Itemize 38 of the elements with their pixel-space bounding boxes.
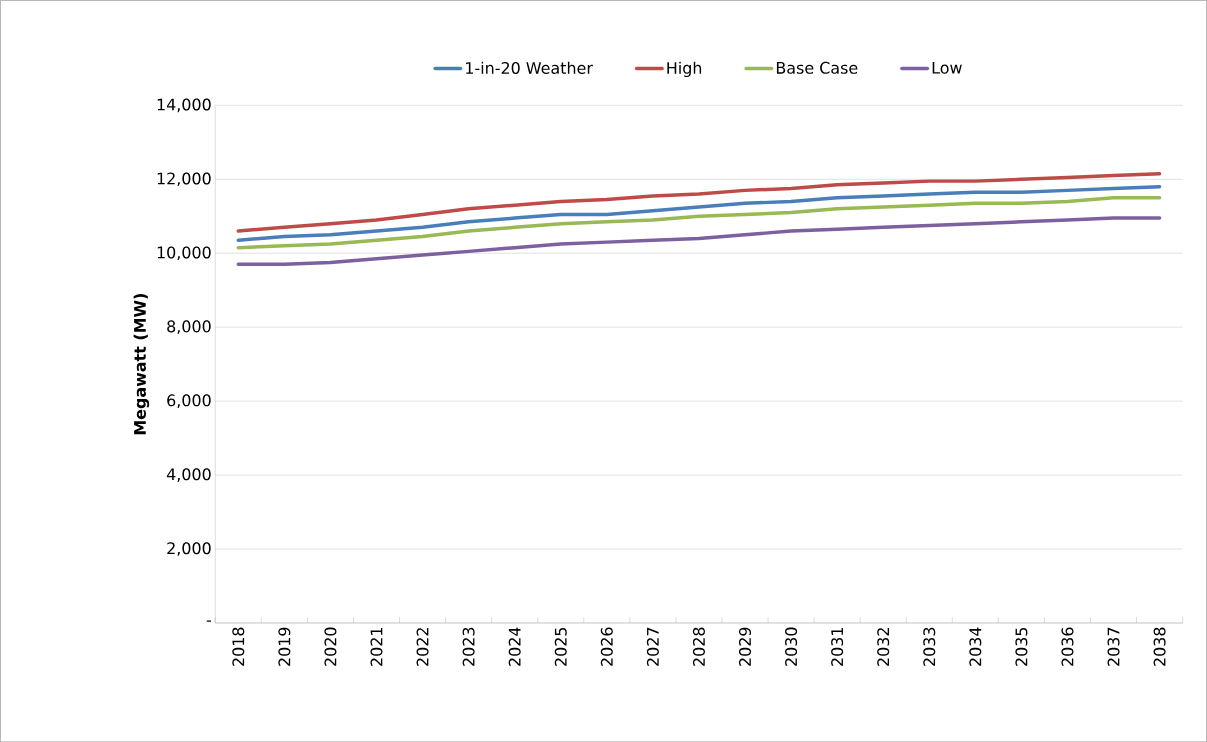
y-axis-title: Megawatt (MW) [133, 293, 150, 435]
y-tick-label: 6,000 [167, 394, 211, 408]
x-tick-label: 2028 [692, 627, 705, 666]
x-tick-label: 2020 [324, 627, 337, 666]
line-series [236, 171, 1162, 233]
y-tick-label: 4,000 [166, 468, 211, 482]
x-tick-label: 2019 [278, 627, 291, 666]
y-tick-label: 10,000 [157, 246, 211, 260]
x-tick-label: 2024 [508, 627, 521, 666]
x-tick-label: 2031 [831, 627, 844, 666]
x-tick-label: 2036 [1061, 627, 1074, 666]
x-tick-label: 2023 [462, 627, 475, 666]
line-series [236, 184, 1162, 242]
x-tick-label: 2035 [1015, 627, 1028, 666]
x-tick-label: 2025 [554, 627, 567, 666]
line-series [236, 216, 1162, 266]
x-tick-label: 2038 [1153, 627, 1166, 666]
line-series [236, 195, 1162, 250]
y-tick-label: 12,000 [157, 172, 211, 186]
x-tick-label: 2027 [646, 627, 659, 666]
legend-label: High [667, 61, 702, 77]
y-tick-label: - [206, 620, 211, 622]
x-tick-label: 2032 [877, 627, 890, 666]
legend-label: Base Case [776, 61, 858, 74]
y-tick-label: 8,000 [167, 320, 211, 334]
legend-label: Low [932, 61, 962, 74]
legend-label: 1-in-20 Weather [466, 61, 593, 74]
x-tick-label: 2034 [969, 627, 982, 666]
x-tick-label: 2029 [738, 627, 752, 666]
x-tick-label: 2033 [923, 627, 936, 666]
y-tick-label: 2,000 [167, 542, 211, 556]
x-tick-label: 2022 [416, 627, 429, 666]
x-tick-label: 2026 [600, 627, 613, 666]
y-tick-label: 14,000 [157, 98, 211, 113]
x-tick-label: 2018 [232, 627, 245, 666]
x-tick-label: 2030 [785, 627, 798, 666]
x-tick-label: 2037 [1107, 627, 1120, 666]
x-tick-label: 2021 [370, 627, 383, 666]
